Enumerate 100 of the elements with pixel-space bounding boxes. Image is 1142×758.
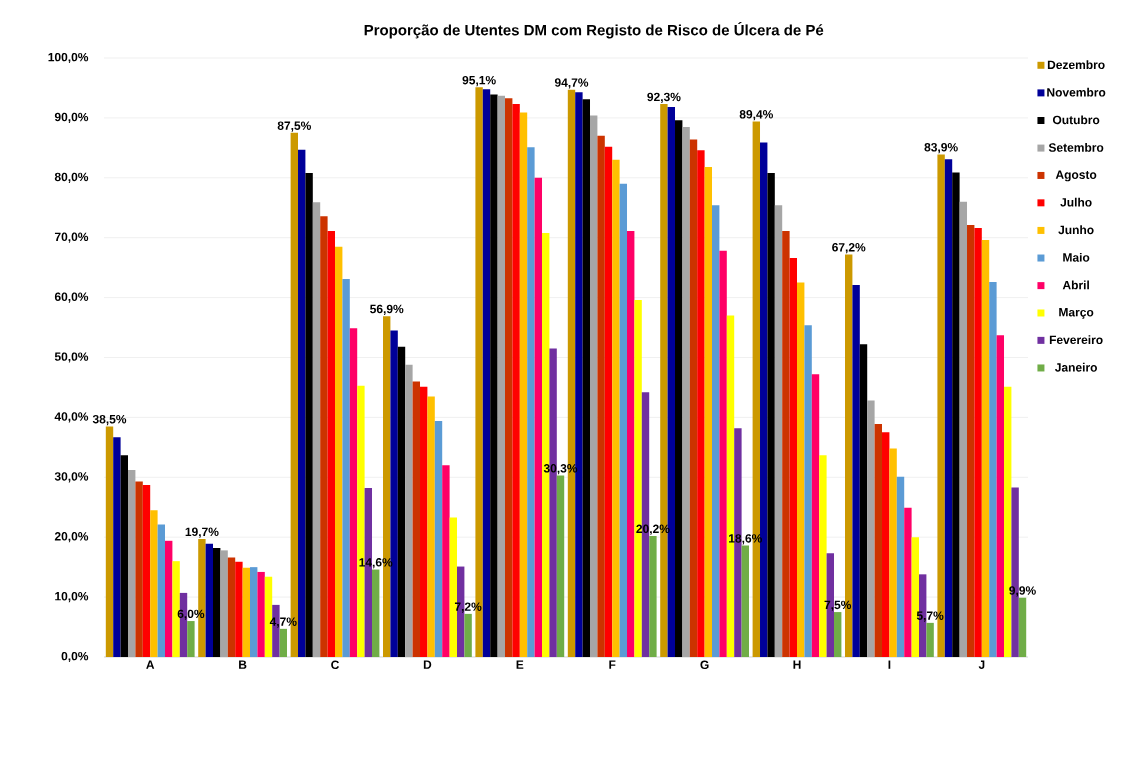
bar	[649, 536, 657, 657]
legend-label: Setembro	[1048, 142, 1104, 152]
bar	[904, 507, 912, 657]
bar	[944, 159, 953, 657]
data-label: 56,9%	[370, 304, 404, 315]
bar	[187, 621, 195, 657]
bar	[859, 344, 868, 657]
y-tick-label: 0,0%	[61, 651, 89, 663]
bar	[213, 547, 221, 657]
bar	[612, 159, 620, 657]
bar	[712, 205, 720, 657]
data-label: 7,2%	[454, 602, 482, 613]
bar	[349, 328, 358, 657]
bar	[556, 475, 565, 657]
bar	[534, 177, 543, 657]
bar	[575, 92, 583, 657]
y-tick-label: 90,0%	[54, 112, 89, 124]
legend-label: Maio	[1063, 252, 1090, 262]
legend-label: Março	[1059, 308, 1094, 319]
bar	[482, 89, 491, 657]
data-label: 5,7%	[916, 611, 944, 622]
y-tick-label: 10,0%	[55, 591, 89, 603]
data-label: 4,7%	[269, 617, 297, 628]
bar	[342, 279, 350, 657]
x-tick-label: G	[700, 660, 709, 670]
bar	[420, 386, 428, 657]
data-label: 92,3%	[647, 92, 681, 103]
y-tick-label: 100,0%	[48, 52, 89, 64]
bar	[165, 540, 173, 657]
bar	[150, 510, 158, 657]
data-label: 7,5%	[824, 600, 852, 611]
bar	[505, 98, 513, 657]
bar	[157, 524, 165, 657]
data-label: 89,4%	[739, 110, 773, 121]
x-tick-label: D	[423, 660, 432, 669]
bar	[926, 622, 934, 657]
bar	[320, 216, 328, 657]
bar	[1018, 597, 1027, 657]
bar	[804, 325, 812, 657]
bar	[797, 282, 805, 657]
bar	[227, 557, 236, 657]
y-tick-label: 20,0%	[54, 532, 89, 543]
bar	[627, 231, 635, 657]
bar	[490, 94, 498, 657]
bar	[967, 225, 975, 657]
data-label: 87,5%	[277, 121, 311, 132]
bar	[619, 183, 628, 657]
bar	[120, 455, 128, 657]
bar	[889, 448, 897, 657]
bar	[105, 426, 114, 657]
data-label: 94,7%	[554, 78, 589, 89]
legend-label: Agosto	[1055, 170, 1097, 182]
bar	[372, 569, 380, 657]
bar	[527, 147, 535, 657]
data-label: 67,2%	[832, 243, 866, 254]
y-tick-label: 70,0%	[54, 232, 89, 243]
bar	[205, 543, 214, 657]
bar	[597, 135, 605, 657]
bar	[250, 567, 258, 657]
y-tick-label: 30,0%	[54, 472, 89, 483]
bar	[427, 396, 435, 657]
bar	[519, 112, 528, 657]
bar	[582, 99, 591, 657]
legend-label: Outubro	[1052, 115, 1100, 125]
bar	[952, 172, 960, 657]
bar	[235, 561, 243, 657]
bar	[741, 545, 750, 657]
x-tick-label: B	[239, 660, 247, 669]
data-label: 19,7%	[185, 527, 219, 538]
data-label: 20,2%	[636, 524, 670, 535]
x-tick-label: A	[146, 660, 155, 669]
bar	[896, 476, 905, 657]
x-tick-label: I	[888, 660, 891, 669]
bar	[135, 481, 143, 657]
bar	[834, 612, 842, 657]
data-label: 6,0%	[177, 609, 205, 620]
x-tick-label: H	[793, 660, 801, 669]
legend-label: Novembro	[1047, 87, 1106, 97]
bar	[397, 346, 406, 657]
bar	[697, 150, 705, 657]
y-tick-label: 60,0%	[54, 292, 89, 303]
bar	[298, 149, 306, 657]
bar	[874, 423, 883, 657]
bar	[464, 613, 472, 657]
data-label: 95,1%	[462, 75, 496, 87]
x-tick-label: E	[516, 660, 524, 669]
legend-label: Janeiro	[1054, 362, 1097, 372]
bar	[996, 335, 1005, 657]
bar	[142, 485, 151, 657]
bar	[989, 282, 997, 657]
y-tick-label: 80,0%	[54, 172, 89, 183]
bar	[512, 104, 520, 657]
bar	[767, 173, 775, 657]
bar	[782, 231, 790, 657]
bar	[327, 231, 335, 657]
legend-label: Julho	[1060, 197, 1092, 207]
y-tick-label: 50,0%	[54, 352, 89, 363]
legend-label: Junho	[1058, 225, 1094, 235]
bar	[412, 381, 420, 657]
x-tick-label: F	[609, 660, 616, 669]
